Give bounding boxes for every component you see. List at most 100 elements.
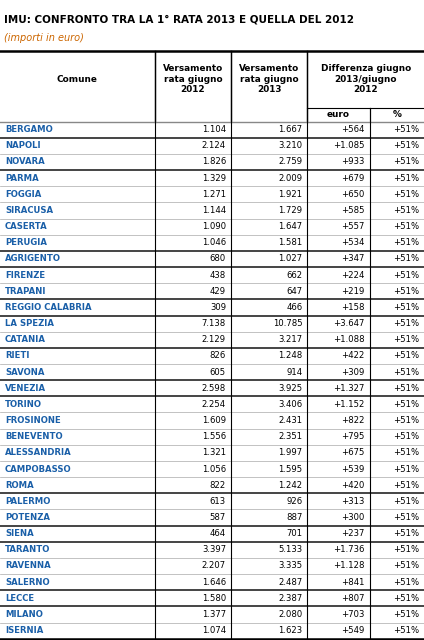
Text: TARANTO: TARANTO: [5, 545, 50, 554]
Text: SALERNO: SALERNO: [5, 578, 50, 587]
Text: IMU: CONFRONTO TRA LA 1° RATA 2013 E QUELLA DEL 2012: IMU: CONFRONTO TRA LA 1° RATA 2013 E QUE…: [4, 14, 354, 24]
Text: 464: 464: [210, 529, 226, 538]
Text: 2.129: 2.129: [202, 335, 226, 344]
Text: +841: +841: [341, 578, 365, 587]
Text: PARMA: PARMA: [5, 173, 39, 182]
Text: 647: 647: [286, 287, 302, 296]
Text: +309: +309: [341, 367, 365, 376]
Text: 7.138: 7.138: [202, 319, 226, 328]
Text: Versamento
rata giugno
2012: Versamento rata giugno 2012: [163, 65, 223, 94]
Text: NOVARA: NOVARA: [5, 157, 45, 166]
Text: 1.997: 1.997: [278, 449, 302, 458]
Text: Differenza giugno
2013/giugno
2012: Differenza giugno 2013/giugno 2012: [321, 65, 411, 94]
Text: SAVONA: SAVONA: [5, 367, 45, 376]
Text: +51%: +51%: [393, 432, 419, 441]
Text: 826: 826: [210, 351, 226, 360]
Text: LECCE: LECCE: [5, 594, 34, 603]
Text: +51%: +51%: [393, 513, 419, 522]
Text: 1.074: 1.074: [202, 626, 226, 635]
Text: TORINO: TORINO: [5, 400, 42, 409]
Text: 662: 662: [286, 271, 302, 280]
Text: +822: +822: [341, 416, 365, 425]
Text: 1.581: 1.581: [278, 238, 302, 247]
Text: 3.210: 3.210: [278, 141, 302, 150]
Text: +51%: +51%: [393, 190, 419, 199]
Text: +51%: +51%: [393, 367, 419, 376]
Text: 2.387: 2.387: [278, 594, 302, 603]
Text: +237: +237: [341, 529, 365, 538]
Text: +224: +224: [341, 271, 365, 280]
Text: 1.242: 1.242: [278, 481, 302, 490]
Text: +51%: +51%: [393, 206, 419, 215]
Text: 1.595: 1.595: [278, 465, 302, 474]
Text: 1.248: 1.248: [278, 351, 302, 360]
Text: +51%: +51%: [393, 594, 419, 603]
Text: 2.124: 2.124: [202, 141, 226, 150]
Text: +51%: +51%: [393, 481, 419, 490]
Text: LA SPEZIA: LA SPEZIA: [5, 319, 54, 328]
Text: +51%: +51%: [393, 529, 419, 538]
Text: 3.335: 3.335: [278, 561, 302, 570]
Text: +933: +933: [341, 157, 365, 166]
Text: +300: +300: [341, 513, 365, 522]
Text: 613: 613: [210, 497, 226, 506]
Text: +1.085: +1.085: [333, 141, 365, 150]
Text: 1.321: 1.321: [202, 449, 226, 458]
Text: 3.217: 3.217: [278, 335, 302, 344]
Text: SIRACUSA: SIRACUSA: [5, 206, 53, 215]
Text: +51%: +51%: [393, 416, 419, 425]
Text: 887: 887: [286, 513, 302, 522]
Text: 701: 701: [286, 529, 302, 538]
Text: AGRIGENTO: AGRIGENTO: [5, 255, 61, 264]
Text: Versamento
rata giugno
2013: Versamento rata giugno 2013: [239, 65, 299, 94]
Text: +51%: +51%: [393, 400, 419, 409]
Text: 914: 914: [286, 367, 302, 376]
Text: CAMPOBASSO: CAMPOBASSO: [5, 465, 72, 474]
Text: +807: +807: [341, 594, 365, 603]
Text: +51%: +51%: [393, 303, 419, 312]
Text: 1.090: 1.090: [202, 222, 226, 231]
Text: 3.406: 3.406: [278, 400, 302, 409]
Text: Comune: Comune: [57, 75, 98, 84]
Text: +585: +585: [341, 206, 365, 215]
Text: (importi in euro): (importi in euro): [4, 33, 84, 44]
Text: +51%: +51%: [393, 222, 419, 231]
Text: +564: +564: [341, 125, 365, 134]
Text: +51%: +51%: [393, 255, 419, 264]
Text: +158: +158: [341, 303, 365, 312]
Text: +51%: +51%: [393, 578, 419, 587]
Text: FIRENZE: FIRENZE: [5, 271, 45, 280]
Text: +51%: +51%: [393, 335, 419, 344]
Text: +1.736: +1.736: [333, 545, 365, 554]
Text: FOGGIA: FOGGIA: [5, 190, 42, 199]
Text: 680: 680: [210, 255, 226, 264]
Text: TRAPANI: TRAPANI: [5, 287, 47, 296]
Text: 1.609: 1.609: [202, 416, 226, 425]
Text: 1.623: 1.623: [278, 626, 302, 635]
Text: 1.377: 1.377: [202, 610, 226, 619]
Text: +51%: +51%: [393, 287, 419, 296]
Text: REGGIO CALABRIA: REGGIO CALABRIA: [5, 303, 92, 312]
Text: +313: +313: [341, 497, 365, 506]
Text: VENEZIA: VENEZIA: [5, 384, 46, 393]
Text: +51%: +51%: [393, 561, 419, 570]
Text: NAPOLI: NAPOLI: [5, 141, 41, 150]
Text: +557: +557: [341, 222, 365, 231]
Text: +534: +534: [341, 238, 365, 247]
Text: 926: 926: [286, 497, 302, 506]
Text: 1.046: 1.046: [202, 238, 226, 247]
Text: 1.027: 1.027: [278, 255, 302, 264]
Text: 1.104: 1.104: [202, 125, 226, 134]
Text: 2.759: 2.759: [278, 157, 302, 166]
Text: 2.487: 2.487: [278, 578, 302, 587]
Text: +1.327: +1.327: [333, 384, 365, 393]
Text: 1.646: 1.646: [202, 578, 226, 587]
Text: CATANIA: CATANIA: [5, 335, 46, 344]
Text: 1.056: 1.056: [202, 465, 226, 474]
Text: 2.351: 2.351: [278, 432, 302, 441]
Text: 2.254: 2.254: [202, 400, 226, 409]
Text: +51%: +51%: [393, 610, 419, 619]
Text: 2.009: 2.009: [278, 173, 302, 182]
Text: 5.133: 5.133: [278, 545, 302, 554]
Text: +51%: +51%: [393, 238, 419, 247]
